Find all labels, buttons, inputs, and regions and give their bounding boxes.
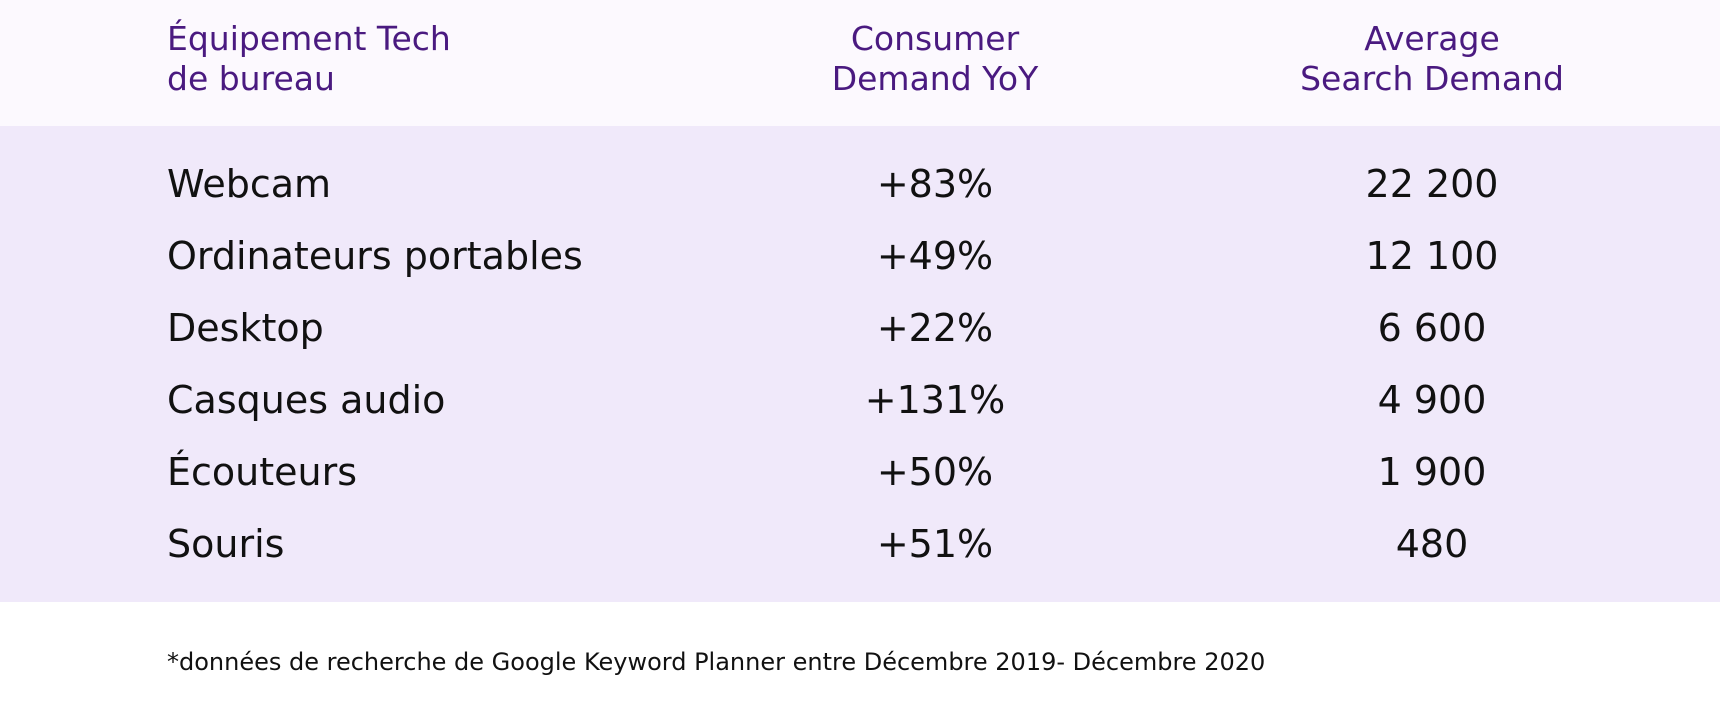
header-consumer-demand-line1: Consumer bbox=[850, 19, 1020, 58]
row-consumer-demand: +22% bbox=[876, 306, 994, 350]
row-equipment: Casques audio bbox=[167, 378, 446, 422]
header-search-demand-line1: Average bbox=[1364, 19, 1500, 58]
row-search-demand: 22 200 bbox=[1365, 162, 1499, 206]
row-search-demand: 1 900 bbox=[1377, 450, 1487, 494]
row-consumer-demand: +49% bbox=[876, 234, 994, 278]
row-equipment: Souris bbox=[167, 522, 285, 566]
footnote: *données de recherche de Google Keyword … bbox=[167, 648, 1266, 676]
header-equipement-line1: Équipement Tech bbox=[167, 19, 451, 58]
table-row: Desktop +22% 6 600 bbox=[0, 292, 1720, 364]
header-equipement-line2: de bureau bbox=[167, 59, 335, 98]
row-equipment: Desktop bbox=[167, 306, 324, 350]
row-equipment: Écouteurs bbox=[167, 450, 358, 494]
row-equipment: Webcam bbox=[167, 162, 332, 206]
table-row: Écouteurs +50% 1 900 bbox=[0, 436, 1720, 508]
header-equipement: Équipement Tech de bureau bbox=[167, 19, 451, 99]
row-consumer-demand: +131% bbox=[864, 378, 1006, 422]
row-equipment: Ordinateurs portables bbox=[167, 234, 583, 278]
row-search-demand: 4 900 bbox=[1377, 378, 1487, 422]
row-consumer-demand: +50% bbox=[876, 450, 994, 494]
table-body: Webcam +83% 22 200 Ordinateurs portables… bbox=[0, 126, 1720, 602]
row-search-demand: 480 bbox=[1395, 522, 1469, 566]
table-header: Équipement Tech de bureau Consumer Deman… bbox=[0, 0, 1720, 126]
table-row: Ordinateurs portables +49% 12 100 bbox=[0, 220, 1720, 292]
table-row: Souris +51% 480 bbox=[0, 508, 1720, 580]
row-consumer-demand: +83% bbox=[876, 162, 994, 206]
header-consumer-demand-line2: Demand YoY bbox=[831, 59, 1039, 98]
row-search-demand: 6 600 bbox=[1377, 306, 1487, 350]
row-search-demand: 12 100 bbox=[1365, 234, 1499, 278]
table-row: Webcam +83% 22 200 bbox=[0, 148, 1720, 220]
header-search-demand-line2: Search Demand bbox=[1300, 59, 1564, 98]
header-consumer-demand: Consumer Demand YoY bbox=[785, 19, 1085, 99]
header-search-demand: Average Search Demand bbox=[1282, 19, 1582, 99]
table-row: Casques audio +131% 4 900 bbox=[0, 364, 1720, 436]
row-consumer-demand: +51% bbox=[876, 522, 994, 566]
